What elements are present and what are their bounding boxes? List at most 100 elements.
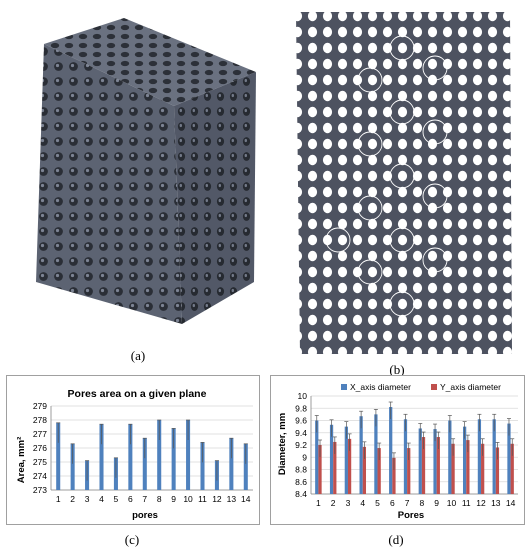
lattice-left-face — [36, 44, 182, 324]
chart-d-1-bar — [451, 443, 455, 494]
chart-c-0-xtick-label: 2 — [70, 494, 75, 504]
chart-d-ylabel: Diameter, mm — [277, 413, 288, 475]
chart-d-1-ytick-label: 8.4 — [295, 489, 307, 499]
chart-c-0-bar — [128, 424, 133, 490]
chart-c-0-xtick-label: 11 — [198, 494, 207, 504]
chart-d-1-bar — [392, 457, 396, 494]
chart-d-1-bar — [492, 419, 496, 494]
chart-d-1-bar — [347, 438, 352, 494]
chart-c-frame: Pores area on a given plane Area, mm² po… — [6, 375, 260, 525]
chart-d-1-ytick-label: 10 — [298, 391, 308, 401]
chart-d-1-bar — [407, 448, 411, 494]
chart-c-0-xtick-label: 9 — [171, 494, 176, 504]
chart-d-1-bar — [436, 437, 440, 494]
pores-diameter-chart: X_axis diameter Y_axis diameter Diameter… — [277, 382, 518, 521]
caption-a: (a) — [130, 348, 146, 363]
chart-c-0-bar — [171, 428, 176, 490]
chart-c-0-xtick-label: 10 — [183, 494, 193, 504]
chart-d-1-bar — [477, 419, 482, 494]
chart-d-1-xtick-label: 14 — [506, 498, 516, 508]
chart-c-0-bar — [157, 420, 162, 490]
chart-d-1-bar — [403, 419, 408, 494]
chart-d-1-ytick-label: 9.2 — [295, 440, 307, 450]
chart-c-0-bar — [99, 424, 104, 490]
chart-d-1-bar — [344, 426, 348, 494]
legend-x-label: X_axis diameter — [350, 382, 411, 392]
chart-d-frame: X_axis diameter Y_axis diameter Diameter… — [270, 375, 525, 525]
chart-d-1-bar — [433, 429, 437, 494]
chart-c-0-ytick-label: 277 — [33, 429, 47, 439]
chart-c-0-bar — [142, 438, 147, 490]
chart-d-1-bar — [359, 416, 363, 494]
marked-pores — [325, 35, 448, 317]
chart-c-0-ytick-label: 278 — [33, 415, 47, 425]
chart-d-1-bar — [333, 441, 337, 494]
lattice-right-face — [174, 72, 256, 324]
chart-c-0-xtick-label: 13 — [227, 494, 237, 504]
chart-c-0-xtick-label: 1 — [56, 494, 61, 504]
chart-c-0-xtick-label: 8 — [157, 494, 162, 504]
chart-d-1-bar — [481, 443, 485, 494]
caption-c: (c) — [124, 532, 140, 547]
chart-c-0-xtick-label: 5 — [114, 494, 119, 504]
chart-d-1-ytick-label: 8.8 — [295, 465, 307, 475]
chart-c-0-bar — [229, 438, 234, 490]
chart-d-1-bar — [389, 407, 393, 494]
chart-d-1-ytick-label: 9.8 — [295, 403, 307, 413]
caption-d: (d) — [388, 532, 404, 547]
chart-d-1-xtick-label: 1 — [316, 498, 321, 508]
chart-c-0-xtick-label: 12 — [212, 494, 222, 504]
chart-c-0-bar — [70, 443, 75, 490]
legend-y-label: Y_axis diameter — [440, 382, 501, 392]
chart-d-1-bar — [377, 448, 381, 494]
chart-d-1-xtick-label: 4 — [360, 498, 365, 508]
chart-d-1-ytick-label: 8.6 — [295, 477, 307, 487]
lattice-top-face — [44, 18, 256, 106]
chart-c-0-bar — [243, 443, 248, 490]
chart-c-0-bar — [56, 422, 61, 490]
chart-d-1-bar — [462, 426, 467, 494]
chart-d-1-bar — [510, 443, 514, 494]
chart-c-0-ytick-label: 273 — [33, 485, 47, 495]
chart-c-0-ytick-label: 276 — [33, 443, 47, 453]
chart-d-1-xtick-label: 2 — [331, 498, 336, 508]
chart-d-1-bar — [448, 420, 452, 494]
chart-d-1-xtick-label: 6 — [390, 498, 395, 508]
chart-c-0-xtick-label: 4 — [99, 494, 104, 504]
chart-c-0-xtick-label: 3 — [85, 494, 90, 504]
legend-y-swatch — [431, 384, 437, 390]
lattice-plane-image — [296, 12, 512, 354]
chart-c-0-xtick-label: 7 — [142, 494, 147, 504]
lattice-plane — [296, 12, 512, 354]
chart-d-1-xtick-label: 12 — [476, 498, 486, 508]
chart-d-1-bar — [507, 423, 511, 494]
chart-d-1-bar — [318, 445, 322, 494]
chart-d-1-xtick-label: 10 — [447, 498, 457, 508]
chart-d-1-bar — [374, 414, 378, 494]
legend-x-swatch — [341, 384, 347, 390]
chart-d-1-xtick-label: 7 — [405, 498, 410, 508]
chart-d-1-ytick-label: 9.4 — [295, 428, 307, 438]
chart-d-1-xtick-label: 13 — [491, 498, 501, 508]
chart-d-1-ytick-label: 9.6 — [295, 416, 307, 426]
lattice-block-image — [36, 18, 256, 324]
chart-c-title: Pores area on a given plane — [68, 388, 207, 400]
chart-c-0-ytick-label: 279 — [33, 401, 47, 411]
chart-d-1-xtick-label: 11 — [462, 498, 471, 508]
chart-c-ylabel: Area, mm² — [16, 437, 27, 483]
chart-d-1-bar — [418, 428, 422, 494]
chart-c-0-bar — [186, 420, 191, 490]
chart-d-1-xtick-label: 9 — [434, 498, 439, 508]
chart-d-1-bar — [466, 440, 470, 494]
chart-c-xlabel: pores — [132, 510, 158, 521]
chart-d-1-xtick-label: 3 — [346, 498, 351, 508]
chart-d-1-ytick-label: 9 — [302, 452, 307, 462]
chart-c-0-ytick-label: 274 — [33, 471, 47, 481]
chart-c-0-xtick-label: 6 — [128, 494, 133, 504]
chart-d-xlabel: Pores — [398, 510, 424, 521]
chart-c-0-bar — [200, 442, 205, 490]
chart-d-1-bar — [315, 420, 319, 494]
chart-d-1-bar — [362, 446, 367, 494]
chart-c-0-xtick-label: 14 — [241, 494, 251, 504]
chart-d-1-bar — [421, 437, 426, 494]
